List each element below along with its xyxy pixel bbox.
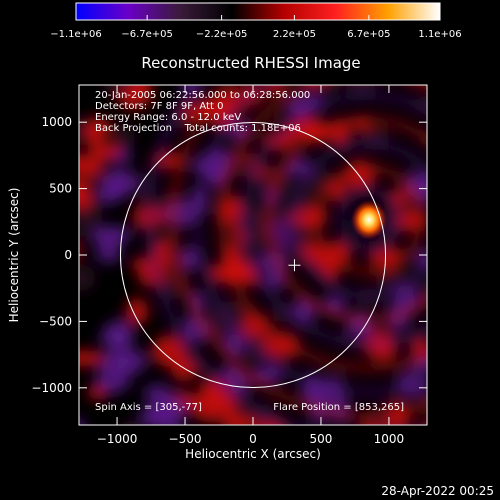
x-tick-label: 1000 — [374, 432, 405, 446]
y-axis-label: Heliocentric Y (arcsec) — [7, 188, 21, 323]
x-tick-label: 0 — [249, 432, 257, 446]
solar-limb-circle — [119, 121, 387, 389]
colorbar-tick-label: 1.1e+06 — [418, 29, 461, 40]
spin-axis-label: Spin Axis = [305,-77] — [95, 402, 202, 413]
flare-position-label: Flare Position = [853,265] — [273, 402, 404, 413]
colorbar-tick-label: 2.2e+05 — [273, 29, 316, 40]
x-axis-tick-labels: −1000 −500 0 500 1000 — [97, 432, 404, 446]
flare-source — [350, 199, 387, 240]
colorbar-tick-labels: −1.1e+06 −6.7e+05 −2.2e+05 2.2e+05 6.7e+05 1.… — [50, 29, 461, 40]
x-axis-label: Heliocentric X (arcsec) — [185, 447, 321, 461]
colorbar — [75, 2, 441, 21]
y-axis-tick-labels: −1000 −500 0 500 1000 — [31, 115, 72, 395]
y-tick-label: 1000 — [41, 115, 72, 129]
annotation-method-counts: Back Projection Total counts: 1.18E+06 — [95, 123, 301, 134]
colorbar-tick-label: −2.2e+05 — [196, 29, 248, 40]
annotation-energy-range: Energy Range: 6.0 - 12.0 keV — [95, 112, 241, 123]
spin-axis-marker — [288, 259, 301, 272]
colorbar-tick-label: 6.7e+05 — [347, 29, 390, 40]
x-tick-label: −1000 — [97, 432, 138, 446]
timestamp: 28-Apr-2022 00:25 — [381, 484, 494, 498]
y-tick-label: −500 — [39, 314, 72, 328]
y-axis-ticks — [79, 121, 427, 389]
colorbar-tick-label: −6.7e+05 — [121, 29, 173, 40]
chart-title: Reconstructed RHESSI Image — [141, 54, 360, 72]
annotation-time-range: 20-Jan-2005 06:22:56.000 to 06:28:56.000 — [95, 90, 310, 101]
x-tick-label: −500 — [169, 432, 202, 446]
y-tick-label: 500 — [49, 182, 72, 196]
y-tick-label: −1000 — [31, 381, 72, 395]
x-tick-label: 500 — [310, 432, 333, 446]
annotation-block: 20-Jan-2005 06:22:56.000 to 06:28:56.000… — [95, 90, 310, 134]
colorbar-ticks — [75, 15, 441, 20]
heatmap-image — [79, 85, 427, 425]
x-axis-ticks — [116, 85, 390, 425]
y-tick-label: 0 — [64, 248, 72, 262]
colorbar-tick-label: −1.1e+06 — [50, 29, 102, 40]
annotation-detectors: Detectors: 7F 8F 9F, Att 0 — [95, 101, 223, 112]
